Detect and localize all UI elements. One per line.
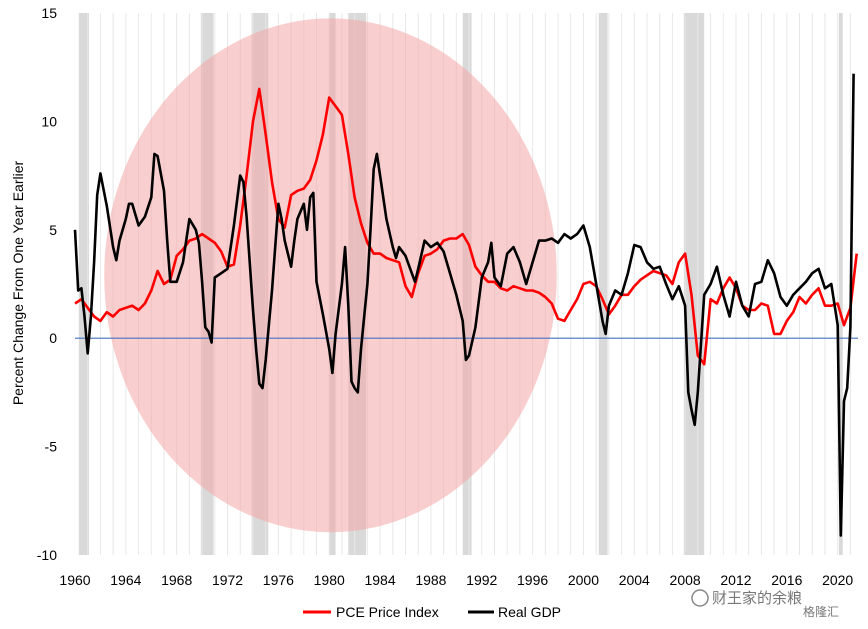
recession-band-7 xyxy=(683,13,705,555)
x-tick-label-2: 1968 xyxy=(161,572,192,588)
x-tick-label-6: 1984 xyxy=(364,572,395,588)
recession-band-8 xyxy=(838,13,843,555)
x-tick-label-12: 2008 xyxy=(670,572,701,588)
x-tick-label-8: 1992 xyxy=(466,572,497,588)
watermark-sub-text: 格隆汇 xyxy=(803,604,839,619)
legend-label-pce: PCE Price Index xyxy=(336,604,439,620)
recession-band-6 xyxy=(598,13,608,555)
y-tick-label-2: 0 xyxy=(49,330,57,346)
y-tick-label-0: -10 xyxy=(37,547,57,563)
y-tick-label-1: -5 xyxy=(45,439,58,455)
wechat-icon xyxy=(691,589,709,607)
watermark-text: 财王家的余粮 xyxy=(712,589,802,607)
x-tick-label-5: 1980 xyxy=(314,572,345,588)
y-tick-label-4: 10 xyxy=(41,113,57,129)
x-tick-label-4: 1976 xyxy=(263,572,294,588)
x-tick-label-7: 1988 xyxy=(415,572,446,588)
y-tick-labels: -10 -5 0 5 10 15 xyxy=(37,5,57,563)
x-tick-label-10: 2000 xyxy=(568,572,599,588)
series-line-pce-price-index xyxy=(74,87,858,366)
x-tick-label-0: 1960 xyxy=(59,572,90,588)
x-tick-label-11: 2004 xyxy=(619,572,650,588)
y-tick-label-3: 5 xyxy=(49,222,57,238)
y-tick-label-5: 15 xyxy=(41,5,57,21)
x-tick-label-13: 2012 xyxy=(720,572,751,588)
legend-label-gdp: Real GDP xyxy=(498,604,561,620)
highlight-ellipse xyxy=(104,18,557,533)
y-axis-label: Percent Change From One Year Earlier xyxy=(10,160,26,405)
x-tick-label-14: 2016 xyxy=(771,572,802,588)
x-tick-label-3: 1972 xyxy=(212,572,243,588)
x-tick-label-15: 2020 xyxy=(822,572,853,588)
legend: PCE Price Index Real GDP xyxy=(303,604,561,620)
x-tick-label-1: 1964 xyxy=(110,572,141,588)
recession-band-0 xyxy=(78,13,89,555)
x-tick-labels: 1960 1964 1968 1972 1976 1980 1984 1988 1992 1996… xyxy=(59,572,853,588)
watermark: 财王家的余粮 格隆汇 xyxy=(691,589,839,619)
series-lines xyxy=(73,73,858,537)
series-line-real-gdp xyxy=(73,73,855,537)
x-tick-label-9: 1996 xyxy=(517,572,548,588)
